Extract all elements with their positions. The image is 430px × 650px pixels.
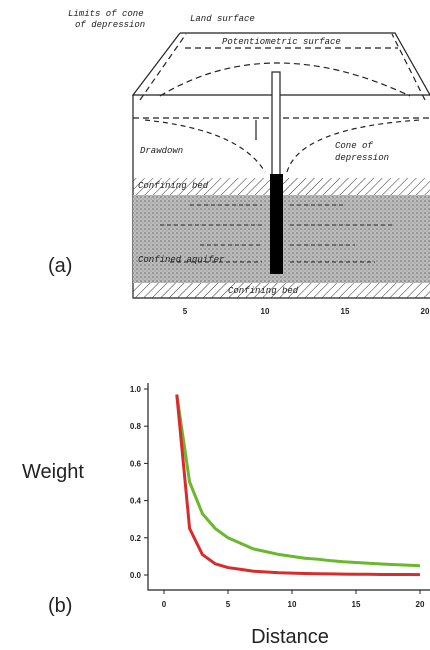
diagram-tick-label: 5 (183, 307, 188, 316)
diagram-tick-label: 15 (341, 307, 350, 316)
diagram-label: Cone of (335, 141, 373, 151)
diagram-label: Confining bed (138, 181, 209, 191)
axis-frame (147, 383, 430, 591)
well-screen (270, 174, 283, 274)
diagram-label: depression (335, 153, 389, 163)
cone-limit-lines (139, 33, 426, 101)
diagram-ticks: 5 10 15 20 (183, 307, 430, 316)
diagram-label: Confined aquifer (138, 255, 225, 265)
diagram-label: Confining bed (228, 286, 299, 296)
diagram-label: Potentiometric surface (222, 37, 341, 47)
cone-limit-curve (159, 62, 411, 97)
x-tick-label: 0 (162, 600, 167, 609)
y-tick-label: 0.4 (130, 497, 142, 506)
diagram-label: Land surface (190, 14, 255, 24)
cone-curve (144, 119, 421, 173)
diagram-tick-label: 10 (261, 307, 270, 316)
panel-label: (a) (48, 255, 72, 277)
well-casing (271, 71, 281, 177)
x-tick-label: 10 (288, 600, 297, 609)
line-series (175, 394, 421, 577)
chart: 0.0 0.2 0.4 0.6 0.8 1.0 0 5 10 15 20 (130, 383, 430, 609)
y-tick-label: 0.6 (130, 459, 142, 468)
x-tick-label: 20 (416, 600, 425, 609)
diagram-label: of depression (75, 20, 145, 30)
confining-bed-bottom (133, 283, 430, 298)
x-axis-label: Distance (251, 626, 329, 648)
y-tick-label: 0.8 (130, 422, 142, 431)
y-axis-label: Weight (22, 461, 84, 483)
flow-arrows (160, 204, 395, 263)
diagram-label: Limits of cone (68, 9, 144, 19)
line-series (175, 394, 421, 568)
panel-label: (b) (48, 595, 72, 617)
diagram-tick-label: 20 (421, 307, 430, 316)
x-tick-label: 15 (352, 600, 361, 609)
diagram (131, 32, 430, 299)
y-tick-label: 0.0 (130, 571, 142, 580)
y-tick-label: 1.0 (130, 385, 142, 394)
diagram-label: Drawdown (140, 146, 183, 156)
x-tick-label: 5 (226, 600, 231, 609)
y-tick-label: 0.2 (130, 534, 142, 543)
